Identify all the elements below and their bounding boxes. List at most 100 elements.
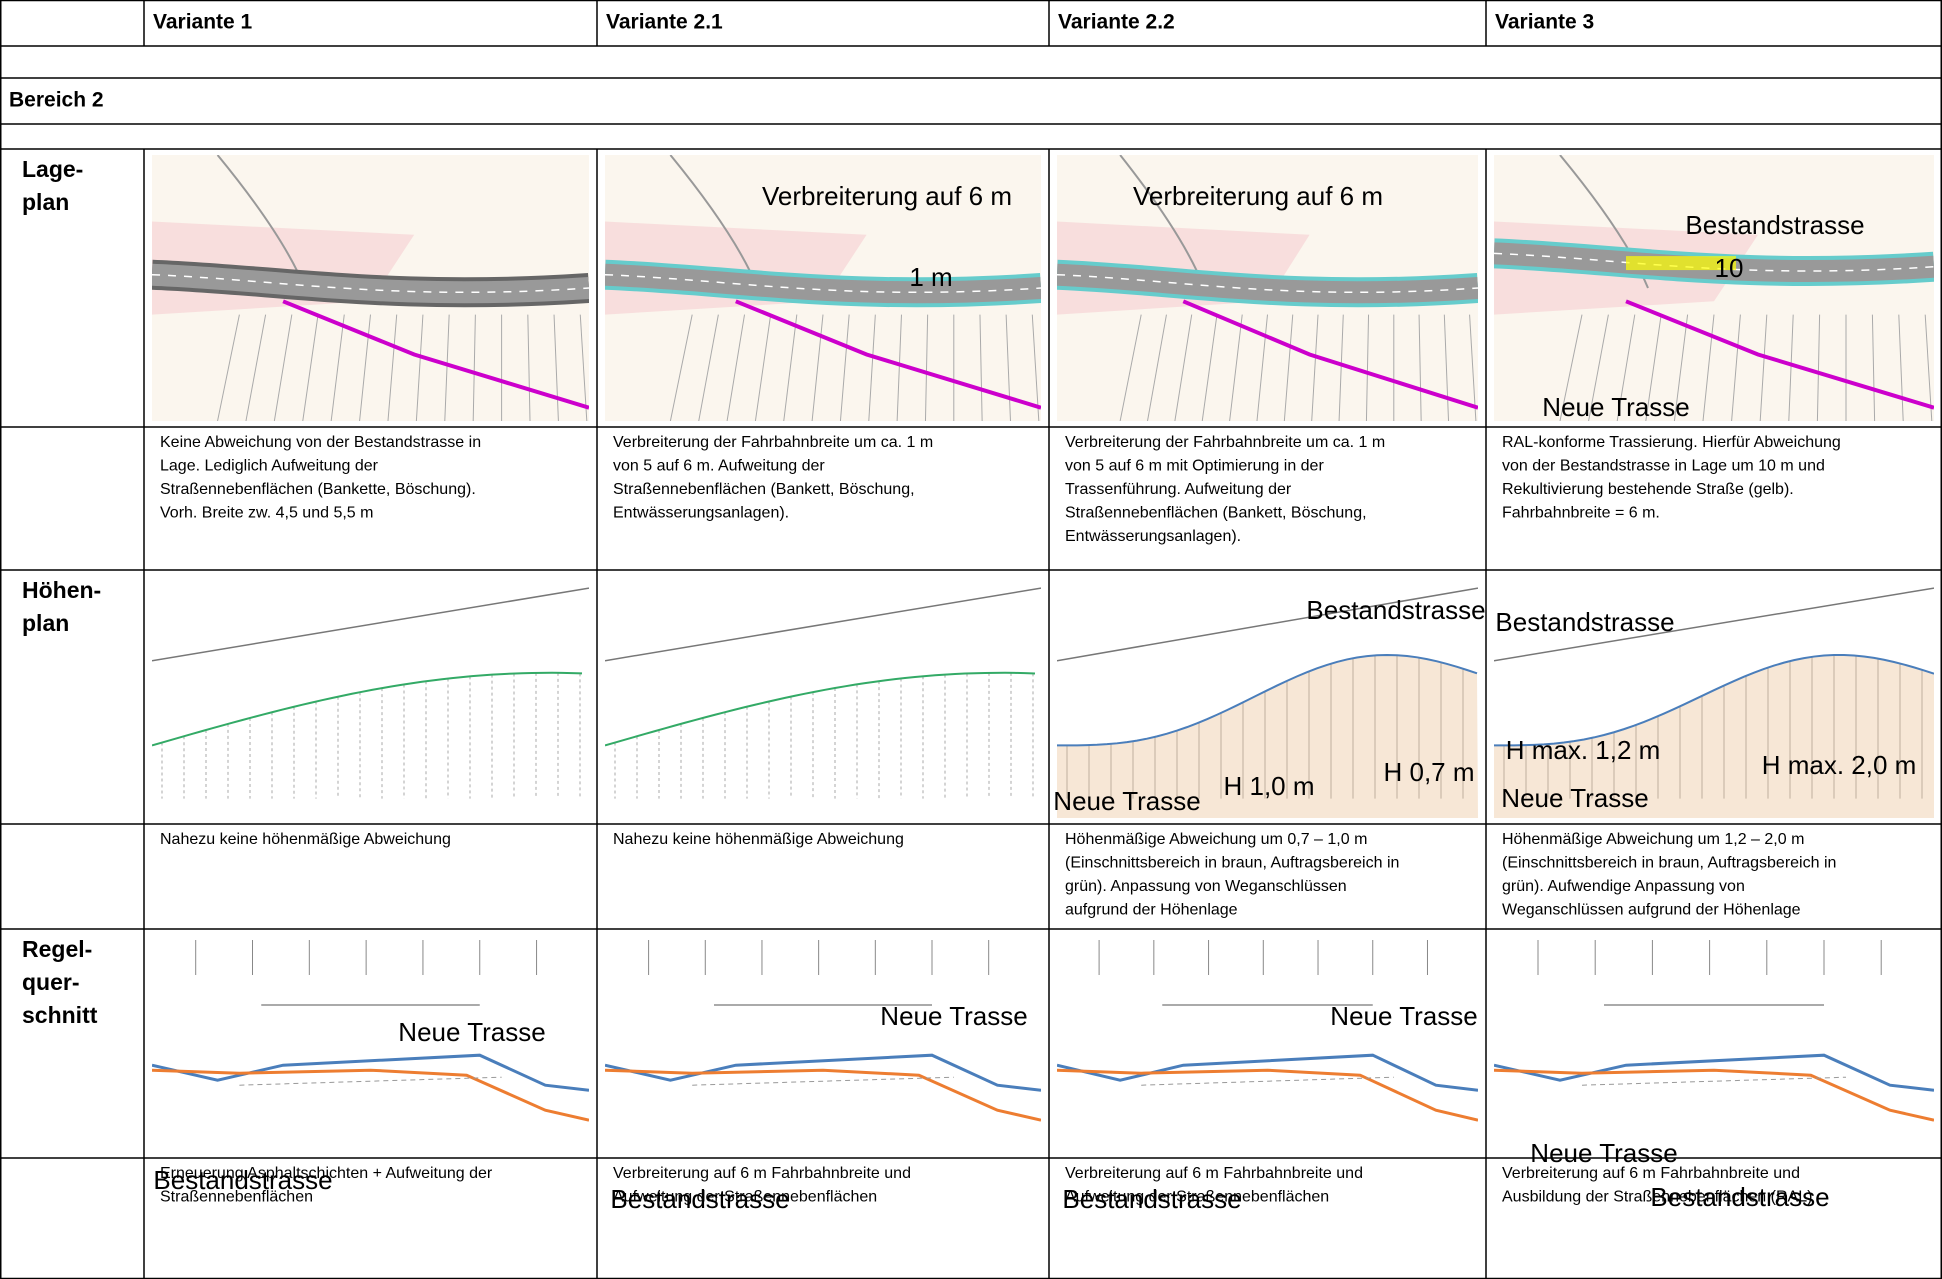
- plot-line: [1588, 314, 1609, 421]
- description-line: Höhenmäßige Abweichung um 1,2 – 2,0 m: [1502, 831, 1804, 848]
- plot-line: [1147, 314, 1167, 421]
- description-line: Straßennebenflächen (Bankette, Böschung)…: [160, 481, 476, 498]
- annotation: Bestandstrasse: [1062, 1184, 1241, 1214]
- plot-line: [1559, 314, 1583, 421]
- description-line: Entwässerungsanlagen).: [1065, 528, 1241, 545]
- description-line: Straßennebenflächen (Bankett, Böschung,: [613, 481, 915, 498]
- column-header: Variante 2.2: [1058, 11, 1175, 34]
- description-line: Verbreiterung der Fahrbahnbreite um ca. …: [613, 434, 933, 451]
- drawing: [605, 155, 1041, 421]
- plot-line: [527, 314, 531, 421]
- description-line: Trassenführung. Aufweitung der: [1065, 481, 1292, 498]
- description-line: RAL-konforme Trassierung. Hierfür Abweic…: [1502, 434, 1841, 451]
- plot-line: [839, 314, 850, 421]
- plot-line: [1731, 314, 1741, 421]
- old-section: [605, 1068, 1041, 1122]
- drawing: [1494, 155, 1934, 421]
- plot-line: [1443, 314, 1450, 421]
- description-line: Verbreiterung der Fahrbahnbreite um ca. …: [1065, 434, 1385, 451]
- terrain: [1494, 654, 1934, 747]
- description-line: Nahezu keine höhenmäßige Abweichung: [160, 831, 451, 848]
- description-line: Verbreiterung auf 6 m Fahrbahnbreite und: [613, 1165, 911, 1182]
- drawing: [605, 940, 1041, 1122]
- plot-line: [1871, 314, 1876, 421]
- plot-line: [1418, 314, 1422, 421]
- plot-line: [1311, 314, 1319, 421]
- boundary: [1182, 299, 1478, 410]
- column-header: Variante 2.1: [606, 11, 723, 34]
- drawing: [152, 940, 589, 1122]
- description-line: von der Bestandstrasse in Lage um 10 m u…: [1502, 458, 1825, 475]
- description-line: Aufweitung der Straßennebenflächen: [613, 1189, 877, 1206]
- drawing: [1494, 940, 1934, 1122]
- row-label: schnitt: [22, 1002, 98, 1028]
- plot-line: [245, 314, 267, 421]
- annotation: 10: [1715, 253, 1744, 283]
- drawing: [1057, 587, 1478, 818]
- annotation: Neue Trasse: [1542, 392, 1689, 422]
- annotation: Verbreiterung auf 6 m: [1133, 181, 1383, 211]
- plot-line: [302, 314, 319, 421]
- plot-line: [1229, 314, 1243, 421]
- plot-line: [1673, 314, 1689, 421]
- plot-line: [783, 314, 798, 421]
- base: [692, 1076, 954, 1086]
- description-line: Fahrbahnbreite = 6 m.: [1502, 505, 1660, 522]
- road-mark: [1057, 273, 1478, 294]
- annotation: H 0,7 m: [1383, 757, 1474, 787]
- plot-line: [444, 314, 450, 421]
- description-line: aufgrund der Höhenlage: [1065, 902, 1238, 919]
- annotation: Bestandstrasse: [153, 1165, 332, 1195]
- old-section: [152, 1068, 589, 1122]
- plot-line: [754, 314, 772, 421]
- old-section: [1494, 1068, 1934, 1122]
- drawing: [1057, 155, 1478, 421]
- annotation: H 1,0 m: [1223, 771, 1314, 801]
- description-line: grün). Aufwendige Anpassung von: [1502, 878, 1745, 895]
- row-label: Regel-: [22, 936, 92, 962]
- terrain: [152, 671, 583, 747]
- annotation: Neue Trasse: [398, 1017, 545, 1047]
- plot-line: [1816, 314, 1821, 421]
- new-section: [1494, 1053, 1934, 1092]
- drawing: [152, 155, 589, 421]
- plot-line: [726, 314, 746, 421]
- section-title: Bereich 2: [9, 89, 104, 112]
- description-line: Nahezu keine höhenmäßige Abweichung: [613, 831, 904, 848]
- annotation: Bestandstrasse: [1650, 1182, 1829, 1212]
- terrain: [1057, 653, 1478, 747]
- column-header: Variante 1: [153, 11, 253, 34]
- row-label: Höhen-: [22, 577, 101, 603]
- old-section: [1057, 1068, 1478, 1122]
- description-line: (Einschnittsbereich in braun, Auftragsbe…: [1065, 855, 1399, 872]
- description-line: Ausbildung der Straßennebenflächen (RAL): [1502, 1189, 1812, 1206]
- plot-line: [979, 314, 983, 421]
- description-line: Straßennebenflächen: [160, 1189, 313, 1206]
- new-section: [152, 1053, 589, 1092]
- annotation: 1 m: [909, 262, 952, 292]
- annotation: Neue Trasse: [1053, 786, 1200, 816]
- plot-line: [217, 314, 240, 421]
- plot-line: [924, 314, 929, 421]
- annotation: Verbreiterung auf 6 m: [762, 181, 1012, 211]
- annotation: Bestandstrasse: [1306, 595, 1485, 625]
- plot-line: [1645, 314, 1662, 421]
- plot-line: [330, 314, 345, 421]
- base: [1141, 1076, 1394, 1086]
- plot-line: [1005, 314, 1011, 421]
- plot-line: [1898, 314, 1904, 421]
- description-line: von 5 auf 6 m. Aufweitung der: [613, 458, 825, 475]
- plot-line: [1283, 314, 1294, 421]
- plot-line: [359, 314, 371, 421]
- description-line: Verbreiterung auf 6 m Fahrbahnbreite und: [1502, 1165, 1800, 1182]
- description-line: Rekultivierung bestehende Straße (gelb).: [1502, 481, 1794, 498]
- boundary: [282, 299, 589, 410]
- description-line: Weganschlüssen aufgrund der Höhenlage: [1502, 902, 1801, 919]
- annotation: H max. 2,0 m: [1762, 750, 1917, 780]
- description-line: Lage. Lediglich Aufweitung der: [160, 458, 379, 475]
- plot-line: [1759, 314, 1768, 421]
- road-mark: [605, 273, 1041, 294]
- plot-line: [387, 314, 398, 421]
- row-label: Lage-: [22, 156, 83, 182]
